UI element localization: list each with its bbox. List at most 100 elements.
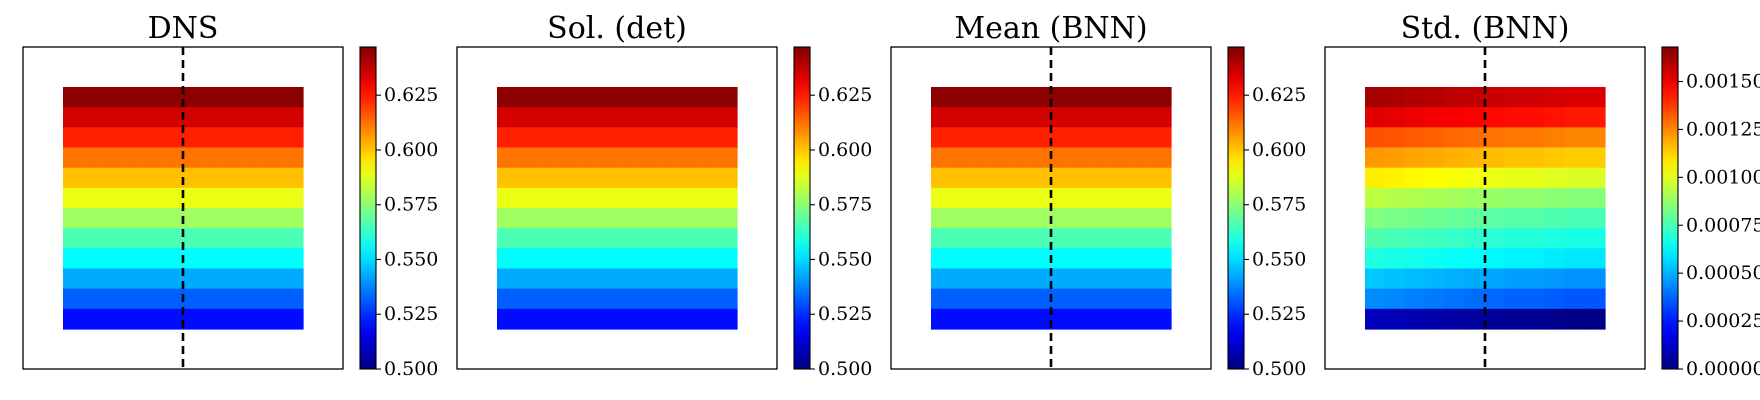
heatmap-cell [1031,308,1052,330]
heatmap-cell [263,107,284,128]
heatmap-cell [1071,208,1092,229]
heatmap-cell [1545,288,1566,310]
heatmap-cell [83,288,104,310]
heatmap-cell [1051,167,1072,189]
heatmap-cell [597,187,618,209]
heatmap-cell [717,248,738,270]
heatmap-cell [1365,147,1386,169]
heatmap-cell [557,187,578,209]
heatmap-cell [677,147,698,169]
heatmap-cell [103,248,124,270]
heatmap-cell [1465,147,1486,169]
heatmap-cell [657,167,678,189]
heatmap-cell [1445,248,1466,270]
heatmap-cell [1071,288,1092,310]
heatmap-cell [1525,127,1546,149]
heatmap-cell [637,107,658,128]
heatmap-cell [1505,308,1526,330]
heatmap-cell [677,228,698,249]
heatmap-cell [1485,248,1506,270]
heatmap-cell [1031,268,1052,290]
heatmap-cell [1485,268,1506,290]
heatmap-cell [597,107,618,128]
heatmap-cell [1071,187,1092,209]
heatmap-cell [1091,87,1112,108]
colorbar-tick-label: 0.525 [1252,303,1306,325]
heatmap-cell [1051,288,1072,310]
heatmap-cell [657,228,678,249]
heatmap-cell [1585,208,1606,229]
heatmap-cell [203,107,224,128]
heatmap-cell [1465,87,1486,108]
heatmap-cell [1011,107,1032,128]
heatmap-cell [243,248,264,270]
heatmap-cell [557,268,578,290]
colorbar-tick-label: 0.00025 [1686,310,1760,332]
heatmap-cell [497,288,518,310]
heatmap-cell [577,187,598,209]
heatmap-cell [677,127,698,149]
heatmap-cell [537,248,558,270]
heatmap-cell [617,147,638,169]
heatmap-cell [1405,87,1426,108]
heatmap-cell [243,308,264,330]
heatmap-cell [163,268,184,290]
heatmap-cell [1131,228,1152,249]
heatmap-cell [717,308,738,330]
heatmap-cell [497,268,518,290]
heatmap-cell [1405,308,1426,330]
heatmap-cell [183,208,204,229]
heatmap-cell [1051,187,1072,209]
axes-frame [456,46,778,370]
heatmap-cell [1151,127,1172,149]
heatmap-cell [1545,87,1566,108]
heatmap-cell [517,228,538,249]
heatmap-cell [617,228,638,249]
heatmap-cell [1485,288,1506,310]
heatmap-cell [103,147,124,169]
heatmap-cell [123,87,144,108]
heatmap-cell [1111,187,1132,209]
heatmap-cell [163,87,184,108]
heatmap-cell [1151,208,1172,229]
heatmap-cell [1545,268,1566,290]
heatmap-cell [1565,167,1586,189]
heatmap-cell [1031,127,1052,149]
heatmap-cell [657,248,678,270]
heatmap-cell [677,167,698,189]
heatmap-cell [203,147,224,169]
heatmap-cell [1565,308,1586,330]
heatmap-cell [697,187,718,209]
heatmap-cell [1111,268,1132,290]
heatmap-cell [1525,268,1546,290]
heatmap-cell [123,208,144,229]
heatmap-cell [283,268,304,290]
heatmap-cell [1011,127,1032,149]
heatmap-cell [517,208,538,229]
heatmap-cell [63,87,84,108]
heatmap-cell [1545,187,1566,209]
panel-3: Mean (BNN) 0.500 0.525 0.550 0.575 0.600 0.625 [890,11,1306,380]
heatmap-cell [223,308,244,330]
heatmap-cell [1131,107,1152,128]
colorbar-tick-label: 0.500 [818,358,872,380]
heatmap-cell [1011,147,1032,169]
colorbar-tick-label: 0.575 [384,194,438,216]
heatmap-cell [223,187,244,209]
heatmap-cell [1525,107,1546,128]
heatmap-cell [1385,288,1406,310]
heatmap-cell [1051,107,1072,128]
heatmap-cell [1485,127,1506,149]
heatmap-cell [1051,228,1072,249]
heatmap-cell [1365,127,1386,149]
heatmap-cell [1545,208,1566,229]
heatmap-cell [1091,187,1112,209]
heatmap-cell [143,87,164,108]
heatmap-cell [1405,268,1426,290]
heatmap-cell [203,268,224,290]
heatmap-cell [677,248,698,270]
heatmap-cell [617,107,638,128]
heatmap-cell [1365,107,1386,128]
heatmap-cell [697,268,718,290]
heatmap-cell [1071,147,1092,169]
